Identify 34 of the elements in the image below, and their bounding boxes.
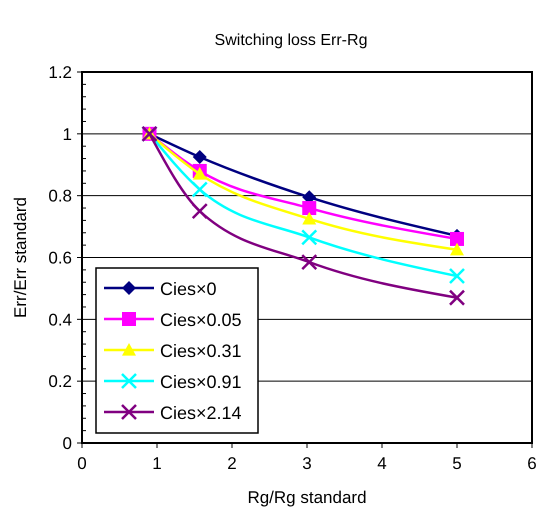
point	[450, 242, 464, 256]
y-tick-label: 1.2	[48, 63, 72, 82]
x-tick-label: 1	[152, 454, 162, 473]
legend-label: Cies×0.05	[160, 310, 242, 330]
y-tick-label: 1	[62, 124, 72, 144]
point	[448, 289, 466, 306]
x-tick-label: 0	[77, 454, 87, 473]
point	[192, 181, 208, 198]
legend-label: Cies×2.14	[160, 403, 242, 423]
legend-label: Cies×0.91	[160, 372, 242, 392]
point	[302, 212, 316, 224]
legend-label: Cies×0	[160, 279, 217, 299]
y-tick-label: 0.2	[48, 372, 72, 392]
x-tick-label: 6	[527, 454, 537, 473]
point	[301, 229, 318, 246]
point	[450, 232, 464, 246]
point	[448, 268, 466, 284]
point	[192, 167, 207, 180]
point	[302, 201, 316, 216]
y-tick-label: 0.4	[48, 310, 72, 330]
legend-label: Cies×0.31	[160, 341, 242, 361]
x-tick-label: 3	[302, 454, 312, 473]
y-tick-label: 0.6	[48, 248, 72, 268]
chart-title: Switching loss Err-Rg	[214, 32, 368, 49]
point	[192, 150, 207, 164]
x-tick-label: 2	[227, 454, 237, 473]
y-tick-label: 0	[62, 434, 72, 453]
x-tick-label: 4	[377, 454, 387, 473]
x-axis-title: Rg/Rg standard	[247, 488, 367, 507]
y-tick-label: 0.8	[48, 186, 72, 206]
y-axis-title: Err/Err standard	[11, 197, 30, 318]
point	[192, 202, 208, 220]
point	[301, 254, 318, 270]
x-tick-label: 5	[452, 454, 462, 473]
